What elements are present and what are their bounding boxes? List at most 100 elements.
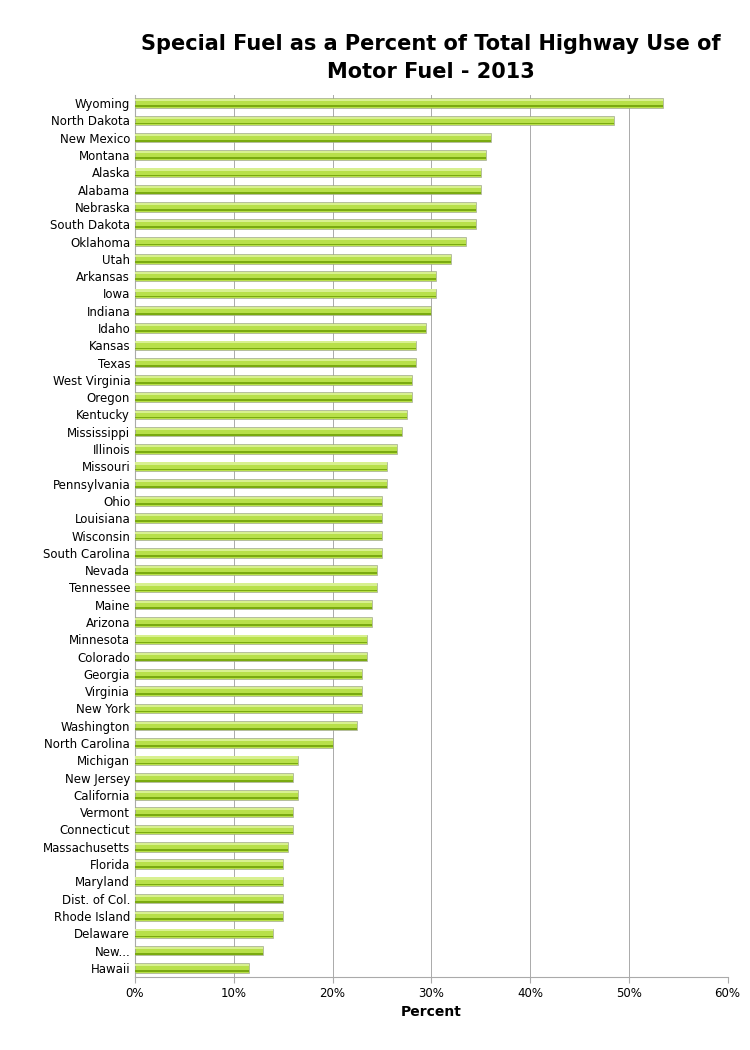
Bar bbox=[135, 721, 357, 731]
Bar bbox=[135, 497, 382, 499]
Bar bbox=[135, 116, 614, 125]
Bar bbox=[135, 642, 367, 644]
Bar bbox=[135, 417, 407, 419]
Bar bbox=[135, 652, 367, 662]
Bar bbox=[135, 133, 490, 143]
Bar bbox=[135, 739, 332, 741]
Bar bbox=[135, 738, 332, 748]
Bar bbox=[135, 140, 490, 142]
Bar bbox=[135, 434, 402, 436]
Bar bbox=[135, 711, 362, 713]
Bar bbox=[135, 313, 431, 315]
Bar bbox=[135, 791, 298, 793]
Bar bbox=[135, 842, 288, 852]
Bar bbox=[135, 963, 248, 972]
Bar bbox=[135, 497, 382, 506]
Bar bbox=[135, 653, 367, 655]
Bar bbox=[135, 296, 436, 297]
Title: Special Fuel as a Percent of Total Highway Use of
Motor Fuel - 2013: Special Fuel as a Percent of Total Highw… bbox=[142, 34, 721, 82]
Bar bbox=[135, 427, 402, 429]
Bar bbox=[135, 192, 481, 193]
Bar bbox=[135, 676, 362, 678]
Bar bbox=[135, 219, 476, 229]
Bar bbox=[135, 289, 436, 298]
Bar bbox=[135, 203, 476, 205]
Bar bbox=[135, 117, 614, 119]
Bar bbox=[135, 583, 377, 592]
Bar bbox=[135, 340, 416, 350]
Bar bbox=[135, 359, 416, 361]
Bar bbox=[135, 548, 382, 558]
Bar bbox=[135, 133, 490, 135]
Bar bbox=[135, 756, 298, 765]
Bar bbox=[135, 878, 284, 880]
Bar bbox=[135, 150, 485, 160]
Bar bbox=[135, 600, 372, 609]
X-axis label: Percent: Percent bbox=[400, 1006, 462, 1020]
Bar bbox=[135, 952, 263, 954]
Bar bbox=[135, 860, 284, 862]
Bar bbox=[135, 348, 416, 350]
Bar bbox=[135, 565, 377, 574]
Bar bbox=[135, 947, 263, 949]
Bar bbox=[135, 625, 372, 626]
Bar bbox=[135, 323, 426, 333]
Bar bbox=[135, 815, 293, 816]
Bar bbox=[135, 705, 362, 707]
Bar bbox=[135, 555, 382, 556]
Bar bbox=[135, 324, 426, 327]
Bar bbox=[135, 825, 293, 827]
Bar bbox=[135, 635, 367, 637]
Bar bbox=[135, 462, 387, 471]
Bar bbox=[135, 773, 293, 782]
Bar bbox=[135, 929, 273, 931]
Bar bbox=[135, 849, 288, 850]
Bar bbox=[135, 503, 382, 505]
Bar bbox=[135, 762, 298, 764]
Bar bbox=[135, 244, 466, 246]
Bar bbox=[135, 99, 663, 108]
Bar bbox=[135, 728, 357, 730]
Bar bbox=[135, 884, 284, 885]
Bar bbox=[135, 358, 416, 367]
Bar bbox=[135, 486, 387, 487]
Bar bbox=[135, 394, 412, 396]
Bar bbox=[135, 444, 397, 454]
Bar bbox=[135, 341, 416, 343]
Bar bbox=[135, 928, 273, 938]
Bar bbox=[135, 538, 382, 540]
Bar bbox=[135, 618, 372, 621]
Bar bbox=[135, 382, 412, 384]
Bar bbox=[135, 670, 362, 672]
Bar bbox=[135, 480, 387, 482]
Bar bbox=[135, 306, 431, 315]
Bar bbox=[135, 513, 382, 523]
Bar bbox=[135, 185, 481, 194]
Bar bbox=[135, 572, 377, 574]
Bar bbox=[135, 894, 284, 903]
Bar bbox=[135, 843, 288, 845]
Bar bbox=[135, 203, 476, 212]
Bar bbox=[135, 590, 377, 591]
Bar bbox=[135, 158, 485, 159]
Bar bbox=[135, 566, 377, 568]
Bar bbox=[135, 186, 481, 188]
Bar bbox=[135, 549, 382, 551]
Bar bbox=[135, 797, 298, 799]
Bar bbox=[135, 617, 372, 627]
Bar bbox=[135, 919, 284, 920]
Bar bbox=[135, 514, 382, 517]
Bar bbox=[135, 584, 377, 586]
Bar bbox=[135, 271, 436, 280]
Bar bbox=[135, 307, 431, 309]
Bar bbox=[135, 168, 481, 177]
Bar bbox=[135, 452, 397, 453]
Bar bbox=[135, 227, 476, 228]
Bar bbox=[135, 912, 284, 915]
Bar bbox=[135, 859, 284, 868]
Bar bbox=[135, 462, 387, 464]
Bar bbox=[135, 877, 284, 886]
Bar bbox=[135, 278, 436, 280]
Bar bbox=[135, 807, 293, 817]
Bar bbox=[135, 658, 367, 660]
